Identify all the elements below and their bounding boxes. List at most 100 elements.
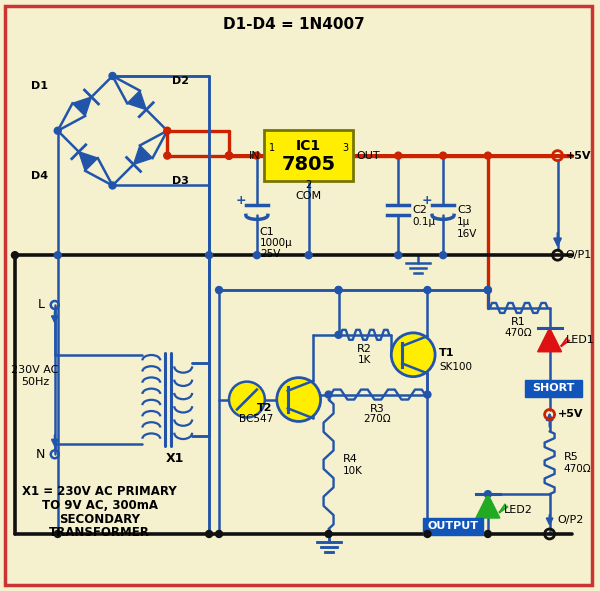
Circle shape bbox=[226, 152, 232, 159]
Text: 1K: 1K bbox=[358, 355, 371, 365]
Text: LED1: LED1 bbox=[566, 335, 594, 345]
Text: 3: 3 bbox=[343, 142, 349, 152]
FancyBboxPatch shape bbox=[264, 129, 353, 181]
Circle shape bbox=[424, 287, 431, 294]
Circle shape bbox=[395, 252, 402, 259]
Text: +: + bbox=[236, 194, 246, 207]
Text: 0.1μ: 0.1μ bbox=[412, 217, 436, 228]
Circle shape bbox=[484, 531, 491, 537]
Text: SECONDARY: SECONDARY bbox=[59, 512, 140, 525]
Circle shape bbox=[206, 252, 212, 259]
Circle shape bbox=[109, 73, 116, 79]
Text: LED2: LED2 bbox=[504, 505, 533, 515]
Text: 270Ω: 270Ω bbox=[364, 414, 391, 424]
Text: 16V: 16V bbox=[457, 229, 478, 239]
Circle shape bbox=[484, 152, 491, 159]
Circle shape bbox=[277, 378, 320, 421]
Text: 230V AC: 230V AC bbox=[11, 365, 59, 375]
Polygon shape bbox=[538, 328, 562, 352]
Circle shape bbox=[325, 391, 332, 398]
Text: IC1: IC1 bbox=[296, 139, 321, 152]
Text: R4: R4 bbox=[343, 454, 358, 465]
Circle shape bbox=[206, 531, 212, 537]
Text: R1: R1 bbox=[511, 317, 526, 327]
Text: TRANSFORMER: TRANSFORMER bbox=[49, 527, 150, 540]
FancyBboxPatch shape bbox=[525, 379, 583, 397]
Circle shape bbox=[109, 182, 116, 189]
Text: R3: R3 bbox=[370, 404, 385, 414]
Text: OUT: OUT bbox=[356, 151, 380, 161]
Polygon shape bbox=[79, 152, 98, 171]
Circle shape bbox=[325, 531, 332, 537]
Circle shape bbox=[253, 152, 260, 159]
Circle shape bbox=[11, 252, 19, 259]
Text: D2: D2 bbox=[172, 76, 189, 86]
Text: O/P1: O/P1 bbox=[566, 250, 592, 260]
Text: L: L bbox=[38, 298, 45, 311]
FancyBboxPatch shape bbox=[423, 518, 483, 535]
Text: +: + bbox=[422, 194, 433, 207]
Circle shape bbox=[335, 332, 342, 338]
Text: D3: D3 bbox=[172, 176, 189, 186]
Text: R5: R5 bbox=[563, 452, 578, 462]
Circle shape bbox=[391, 333, 435, 376]
Circle shape bbox=[305, 252, 312, 259]
Text: 50Hz: 50Hz bbox=[21, 376, 49, 387]
Text: X1 = 230V AC PRIMARY: X1 = 230V AC PRIMARY bbox=[22, 485, 177, 498]
Circle shape bbox=[229, 382, 265, 417]
Circle shape bbox=[484, 491, 491, 498]
Text: +5V: +5V bbox=[566, 151, 591, 161]
Polygon shape bbox=[134, 145, 152, 164]
Text: SK100: SK100 bbox=[439, 362, 472, 372]
Circle shape bbox=[54, 127, 61, 134]
Text: D1: D1 bbox=[31, 81, 49, 91]
Circle shape bbox=[215, 531, 223, 537]
Text: O/P2: O/P2 bbox=[557, 515, 584, 525]
Text: TO 9V AC, 300mA: TO 9V AC, 300mA bbox=[41, 499, 158, 512]
Circle shape bbox=[440, 252, 446, 259]
Circle shape bbox=[54, 252, 61, 259]
Text: SHORT: SHORT bbox=[532, 382, 575, 392]
Polygon shape bbox=[476, 494, 500, 518]
Circle shape bbox=[54, 531, 61, 537]
Text: COM: COM bbox=[296, 191, 322, 202]
Text: C3: C3 bbox=[457, 205, 472, 215]
Circle shape bbox=[395, 152, 402, 159]
Circle shape bbox=[215, 287, 223, 294]
Text: 470Ω: 470Ω bbox=[505, 328, 533, 338]
Text: 25V: 25V bbox=[260, 249, 280, 259]
Circle shape bbox=[484, 287, 491, 294]
Text: T1: T1 bbox=[439, 348, 455, 358]
Polygon shape bbox=[73, 97, 91, 116]
Circle shape bbox=[226, 152, 232, 159]
Circle shape bbox=[164, 127, 171, 134]
Circle shape bbox=[226, 152, 232, 159]
Circle shape bbox=[424, 391, 431, 398]
Text: 1μ: 1μ bbox=[457, 217, 470, 228]
Text: 1: 1 bbox=[269, 142, 275, 152]
Text: IN: IN bbox=[249, 151, 261, 161]
Text: T2: T2 bbox=[257, 402, 273, 413]
Circle shape bbox=[484, 287, 491, 294]
Text: +5V: +5V bbox=[557, 410, 583, 420]
Text: D1-D4 = 1N4007: D1-D4 = 1N4007 bbox=[223, 17, 365, 32]
Text: X1: X1 bbox=[166, 452, 184, 465]
Circle shape bbox=[253, 252, 260, 259]
Text: OUTPUT: OUTPUT bbox=[428, 521, 479, 531]
Text: C2: C2 bbox=[412, 205, 427, 215]
Text: BC547: BC547 bbox=[239, 414, 273, 424]
Text: D4: D4 bbox=[31, 171, 49, 180]
Text: R2: R2 bbox=[357, 344, 372, 354]
Circle shape bbox=[164, 152, 171, 159]
Circle shape bbox=[335, 287, 342, 294]
Text: 2: 2 bbox=[305, 180, 312, 190]
Text: 1000μ: 1000μ bbox=[260, 238, 293, 248]
Text: 470Ω: 470Ω bbox=[563, 465, 591, 474]
Polygon shape bbox=[127, 90, 146, 110]
Text: 7805: 7805 bbox=[281, 155, 336, 174]
Circle shape bbox=[424, 531, 431, 537]
Text: N: N bbox=[35, 448, 45, 461]
Circle shape bbox=[440, 152, 446, 159]
Text: C1: C1 bbox=[260, 228, 275, 237]
Text: 10K: 10K bbox=[343, 466, 362, 476]
